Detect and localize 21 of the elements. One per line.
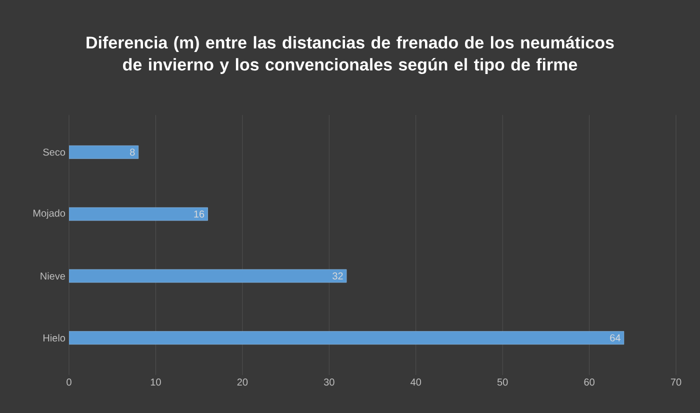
x-tick-label: 30 bbox=[324, 378, 334, 386]
x-tick-label: 10 bbox=[150, 378, 161, 386]
x-tick-label: 20 bbox=[237, 378, 248, 386]
bar bbox=[69, 207, 208, 221]
bar bbox=[69, 331, 624, 345]
y-tick-label: Hielo bbox=[44, 334, 66, 342]
data-label: 64 bbox=[610, 334, 620, 342]
data-label: 8 bbox=[130, 148, 135, 156]
x-tick-label: 70 bbox=[670, 378, 682, 386]
chart-title: Diferencia (m) entre las distancias de frenado de los neumáticos de invierno y los convencionales según el tipo de firme bbox=[86, 36, 614, 74]
x-tick-label: 60 bbox=[584, 378, 594, 386]
x-tick-label: 40 bbox=[410, 378, 422, 386]
y-tick-label: Mojado bbox=[33, 209, 66, 219]
x-tick-label: 0 bbox=[66, 378, 72, 386]
y-tick-label: Nieve bbox=[40, 272, 66, 280]
x-tick-label: 50 bbox=[497, 378, 508, 386]
bar bbox=[69, 269, 347, 283]
data-label: 16 bbox=[194, 210, 204, 218]
data-label: 32 bbox=[332, 272, 343, 280]
y-tick-label: Seco bbox=[43, 148, 66, 156]
bar bbox=[69, 145, 139, 159]
